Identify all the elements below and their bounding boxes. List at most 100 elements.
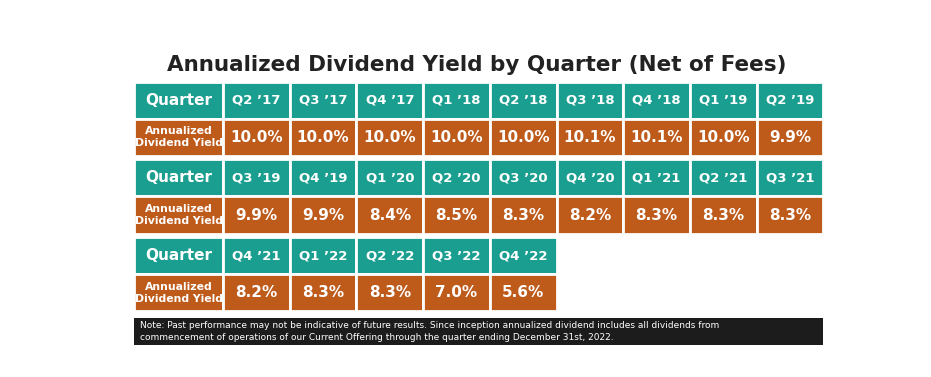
Bar	[223, 237, 290, 274]
Text: 10.0%: 10.0%	[430, 130, 483, 145]
Bar	[490, 274, 557, 311]
Bar	[290, 274, 357, 311]
Text: Q2 ’17: Q2 ’17	[232, 93, 280, 107]
Text: 7.0%: 7.0%	[436, 285, 478, 300]
Bar	[134, 274, 223, 311]
Text: Q3 ’18: Q3 ’18	[566, 93, 614, 107]
Text: Q3 ’17: Q3 ’17	[299, 93, 347, 107]
Text: Q3 ’22: Q3 ’22	[432, 249, 480, 262]
Bar	[357, 159, 423, 196]
Text: Quarter: Quarter	[145, 248, 212, 263]
Bar	[690, 159, 757, 196]
Text: Q4 ’18: Q4 ’18	[632, 93, 681, 107]
Text: Annualized
Dividend Yield: Annualized Dividend Yield	[135, 126, 223, 148]
Bar	[423, 196, 490, 234]
Text: Q1 ’18: Q1 ’18	[432, 93, 480, 107]
Bar	[690, 81, 757, 119]
Bar	[290, 196, 357, 234]
Bar	[290, 81, 357, 119]
Bar	[623, 159, 690, 196]
Bar	[290, 119, 357, 156]
Text: 8.3%: 8.3%	[302, 285, 344, 300]
Bar	[490, 237, 557, 274]
Bar	[134, 81, 223, 119]
Bar	[223, 274, 290, 311]
Text: Q2 ’19: Q2 ’19	[766, 93, 815, 107]
Bar	[134, 196, 223, 234]
Text: 8.3%: 8.3%	[502, 208, 545, 222]
Bar	[134, 318, 824, 345]
Text: 5.6%: 5.6%	[502, 285, 545, 300]
Text: Q4 ’20: Q4 ’20	[566, 172, 614, 184]
Bar	[757, 196, 823, 234]
Bar	[423, 237, 490, 274]
Bar	[757, 81, 823, 119]
Bar	[223, 81, 290, 119]
Text: 8.5%: 8.5%	[436, 208, 478, 222]
Bar	[690, 196, 757, 234]
Text: 10.0%: 10.0%	[697, 130, 749, 145]
Bar	[134, 159, 223, 196]
Bar	[357, 196, 423, 234]
Bar	[134, 119, 223, 156]
Text: 9.9%: 9.9%	[769, 130, 811, 145]
Text: 8.4%: 8.4%	[369, 208, 411, 222]
Bar	[690, 119, 757, 156]
Text: Q1 ’22: Q1 ’22	[299, 249, 347, 262]
Bar	[357, 237, 423, 274]
Text: 8.3%: 8.3%	[769, 208, 811, 222]
Text: Q2 ’20: Q2 ’20	[432, 172, 480, 184]
Bar	[223, 159, 290, 196]
Text: 8.3%: 8.3%	[636, 208, 678, 222]
Text: Annualized
Dividend Yield: Annualized Dividend Yield	[135, 204, 223, 226]
Text: Q1 ’19: Q1 ’19	[699, 93, 748, 107]
Bar	[490, 81, 557, 119]
Bar	[423, 274, 490, 311]
Text: Q4 ’21: Q4 ’21	[232, 249, 280, 262]
Text: Annualized Dividend Yield by Quarter (Net of Fees): Annualized Dividend Yield by Quarter (Ne…	[168, 55, 787, 75]
Bar	[357, 274, 423, 311]
Text: 10.1%: 10.1%	[630, 130, 683, 145]
Text: Q3 ’19: Q3 ’19	[232, 172, 280, 184]
Bar	[423, 81, 490, 119]
Text: Note: Past performance may not be indicative of future results. Since inception : Note: Past performance may not be indica…	[141, 321, 720, 342]
Bar	[557, 81, 623, 119]
Text: 10.0%: 10.0%	[497, 130, 549, 145]
Bar	[223, 119, 290, 156]
Bar	[623, 119, 690, 156]
Bar	[290, 237, 357, 274]
Text: Q4 ’22: Q4 ’22	[499, 249, 547, 262]
Bar	[490, 159, 557, 196]
Text: Q2 ’21: Q2 ’21	[699, 172, 748, 184]
Bar	[490, 119, 557, 156]
Text: 10.0%: 10.0%	[297, 130, 349, 145]
Text: Q1 ’20: Q1 ’20	[366, 172, 414, 184]
Text: Q2 ’22: Q2 ’22	[366, 249, 414, 262]
Text: Q4 ’17: Q4 ’17	[366, 93, 414, 107]
Text: Q3 ’20: Q3 ’20	[499, 172, 547, 184]
Text: Quarter: Quarter	[145, 170, 212, 185]
Bar	[557, 196, 623, 234]
Bar	[223, 196, 290, 234]
Text: 8.2%: 8.2%	[569, 208, 611, 222]
Bar	[623, 81, 690, 119]
Bar	[757, 119, 823, 156]
Text: Annualized
Dividend Yield: Annualized Dividend Yield	[135, 282, 223, 303]
Bar	[623, 196, 690, 234]
Bar	[757, 159, 823, 196]
Text: 8.3%: 8.3%	[702, 208, 745, 222]
Text: Q4 ’19: Q4 ’19	[299, 172, 347, 184]
Bar	[557, 159, 623, 196]
Bar	[490, 196, 557, 234]
Text: 9.9%: 9.9%	[236, 208, 277, 222]
Bar	[357, 81, 423, 119]
Text: 10.0%: 10.0%	[363, 130, 416, 145]
Text: Q3 ’21: Q3 ’21	[766, 172, 815, 184]
Text: 10.1%: 10.1%	[563, 130, 616, 145]
Bar	[423, 119, 490, 156]
Bar	[134, 237, 223, 274]
Text: 9.9%: 9.9%	[302, 208, 344, 222]
Bar	[290, 159, 357, 196]
Text: Q1 ’21: Q1 ’21	[632, 172, 681, 184]
Text: Quarter: Quarter	[145, 93, 212, 107]
